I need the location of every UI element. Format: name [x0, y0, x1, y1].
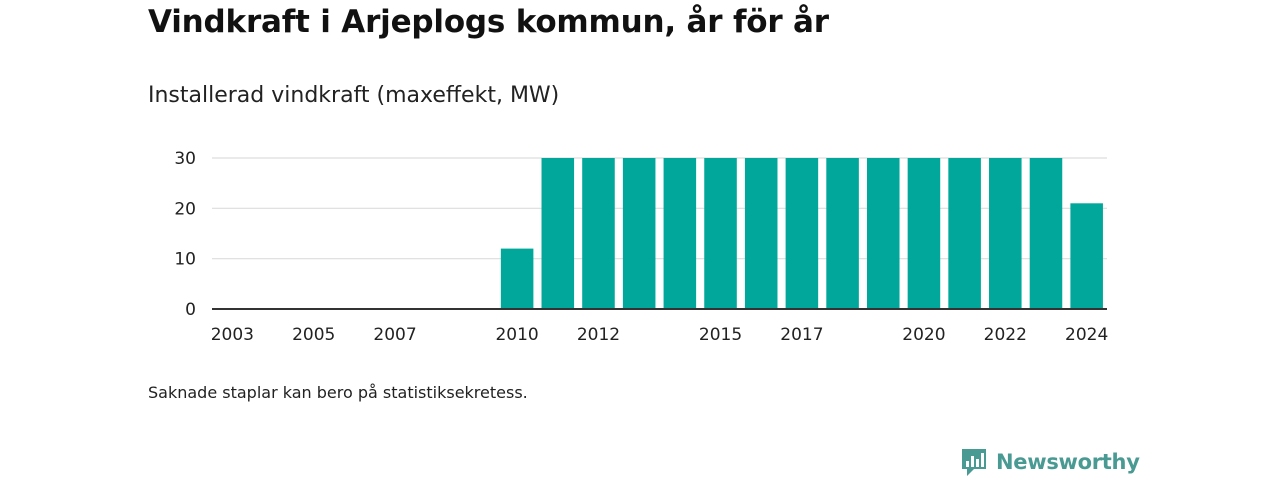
bar	[785, 158, 819, 309]
x-tick-label: 2005	[292, 325, 335, 345]
x-tick-label: 2007	[373, 325, 416, 345]
bar	[1029, 158, 1063, 309]
bar	[1070, 203, 1103, 309]
x-tick-label: 2022	[984, 325, 1027, 345]
x-tick-label: 2024	[1065, 325, 1108, 345]
y-tick-label: 10	[174, 250, 196, 270]
y-tick-label: 0	[185, 300, 196, 320]
brand-name: Newsworthy	[996, 450, 1140, 474]
bar	[826, 158, 859, 309]
y-tick-label: 20	[174, 199, 196, 219]
x-tick-label: 2003	[211, 325, 254, 345]
y-tick-label: 30	[174, 149, 196, 169]
chart-subtitle: Installerad vindkraft (maxeffekt, MW)	[148, 83, 560, 108]
bar	[582, 158, 615, 309]
x-tick-label: 2015	[699, 325, 742, 345]
bar	[541, 158, 575, 309]
newsworthy-logo-icon	[962, 449, 986, 476]
brand-logo: Newsworthy	[960, 446, 1140, 478]
bar	[500, 248, 534, 309]
bar	[744, 158, 778, 309]
bar	[866, 158, 900, 309]
x-tick-label: 2012	[577, 325, 620, 345]
bar	[663, 158, 697, 309]
footnote: Saknade staplar kan bero på statistiksek…	[148, 383, 528, 402]
bar	[622, 158, 656, 309]
bar	[704, 158, 737, 309]
x-tick-label: 2020	[902, 325, 945, 345]
bar	[907, 158, 941, 309]
x-tick-label: 2017	[780, 325, 823, 345]
bar	[948, 158, 981, 309]
bar	[989, 158, 1022, 309]
chart-title: Vindkraft i Arjeplogs kommun, år för år	[148, 4, 829, 40]
x-tick-label: 2010	[495, 325, 538, 345]
